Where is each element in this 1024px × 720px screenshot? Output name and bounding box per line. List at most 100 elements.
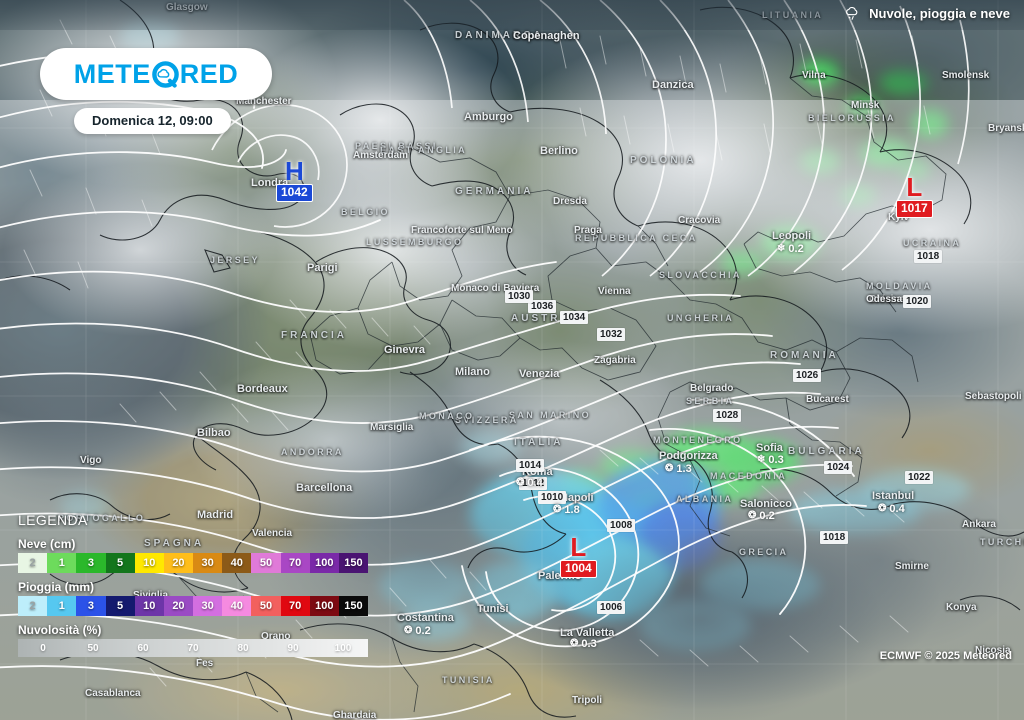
cloud-veil — [0, 100, 1024, 720]
legend-panel: LEGENDA Neve (cm) 2 1 3 5 10 20 30 40 50 70 100 150… — [18, 512, 369, 664]
snow-scale-stop-30: 30 — [193, 553, 223, 573]
cloud-scale-tick-100: 100 — [334, 642, 352, 654]
snow-scale-stop-2: 2 — [18, 553, 48, 573]
legend-row-snow: Neve (cm) 2 1 3 5 10 20 30 40 50 70 100 150 — [18, 537, 369, 573]
snow-scale-stop-5: 5 — [105, 553, 135, 573]
rain-scale-stop-30: 30 — [193, 596, 223, 616]
headline-text: Nuvole, pioggia e neve — [869, 6, 1010, 21]
rain-scale-stop-40: 40 — [222, 596, 252, 616]
precip-amount: 0.2 — [759, 510, 775, 522]
isobar-label: 1014 — [516, 459, 545, 472]
precip-amount: 0.4 — [527, 477, 543, 489]
city-precip-value: ❄ 0.2 — [777, 243, 804, 255]
legend-cloud-scale: 0 50 60 70 80 90 100 — [18, 639, 368, 657]
precip-symbol-icon: ❂ — [404, 625, 413, 636]
city-precip-value: ❂ 0.2 — [404, 625, 431, 637]
legend-row-cloud: Nuvolosità (%) 0 50 60 70 80 90 100 — [18, 623, 368, 657]
precip-symbol-icon: ❂ — [748, 510, 757, 521]
legend-rain-scale: 2 1 3 5 10 20 30 40 50 70 100 150 — [18, 596, 369, 616]
isobar-label: 1020 — [903, 295, 932, 308]
rain-scale-stop-1: 1 — [47, 596, 77, 616]
precip-amount: 1.3 — [676, 463, 692, 475]
pressure-value: 1042 — [276, 184, 313, 202]
snow-scale-stop-70: 70 — [280, 553, 310, 573]
isobar-label: 1022 — [905, 471, 934, 484]
meteored-logo[interactable]: METE RED — [40, 48, 272, 100]
isobar-label: 1018 — [820, 531, 849, 544]
cloud-scale-tick-80: 80 — [237, 642, 249, 654]
legend-title: LEGENDA — [18, 512, 88, 528]
isobar-label: 1010 — [538, 491, 567, 504]
isobar-label: 1028 — [713, 409, 742, 422]
pressure-value: 1017 — [896, 200, 933, 218]
city-precip-value: ❂ 1.8 — [553, 504, 580, 516]
data-source-credit: ECMWF © 2025 Meteored — [879, 650, 1012, 662]
legend-row-rain: Pioggia (mm) 2 1 3 5 10 20 30 40 50 70 100 150 — [18, 580, 369, 616]
logo-wordmark: METE RED — [74, 59, 239, 90]
city-precip-value: ❄ 0.3 — [757, 454, 784, 466]
pressure-value: 1004 — [560, 560, 597, 578]
precip-amount: 0.3 — [768, 454, 784, 466]
logo-text-right: RED — [179, 58, 239, 89]
legend-snow-caption: Neve (cm) — [18, 537, 76, 551]
isobar-label: 1024 — [824, 461, 853, 474]
rain-scale-stop-150: 150 — [338, 596, 369, 616]
snow-scale-stop-10: 10 — [134, 553, 164, 573]
cloud-o-icon — [151, 60, 179, 88]
isobar-label: 1008 — [607, 519, 636, 532]
isobar-label: 1030 — [505, 290, 534, 303]
rain-scale-stop-5: 5 — [105, 596, 135, 616]
legend-rain-caption: Pioggia (mm) — [18, 580, 95, 594]
rain-scale-stop-70: 70 — [280, 596, 310, 616]
pressure-centre-high: H 1042 — [276, 156, 313, 202]
isobar-label: 1006 — [597, 601, 626, 614]
rain-scale-stop-20: 20 — [163, 596, 194, 616]
map-headline: Nuvole, pioggia e neve — [844, 6, 1010, 21]
precip-symbol-icon: ❂ — [516, 477, 525, 488]
cloud-scale-tick-50: 50 — [87, 642, 99, 654]
city-precip-value: ❂ 0.4 — [516, 477, 543, 489]
rain-scale-stop-50: 50 — [251, 596, 281, 616]
pressure-letter: H — [284, 156, 304, 186]
cloud-scale-tick-0: 0 — [40, 642, 46, 654]
snow-scale-stop-100: 100 — [309, 553, 339, 573]
isobar-label: 1018 — [914, 250, 943, 263]
snow-scale-stop-150: 150 — [338, 553, 369, 573]
precip-symbol-icon: ❂ — [665, 463, 674, 474]
precip-amount: 0.2 — [788, 243, 804, 255]
snow-scale-stop-40: 40 — [222, 553, 252, 573]
logo-text-left: METE — [73, 58, 151, 89]
isobar-label: 1032 — [597, 328, 626, 341]
isobar-label: 1026 — [793, 369, 822, 382]
cloud-scale-tick-60: 60 — [137, 642, 149, 654]
pressure-letter: L — [570, 532, 587, 562]
cloud-rain-snow-icon — [844, 6, 861, 21]
city-precip-value: ❂ 1.3 — [665, 463, 692, 475]
cloud-scale-tick-90: 90 — [287, 642, 299, 654]
isobar-label: 1034 — [560, 311, 589, 324]
precip-amount: 0.2 — [415, 625, 431, 637]
precip-amount: 0.3 — [581, 638, 597, 650]
rain-scale-stop-2: 2 — [18, 596, 48, 616]
precip-symbol-icon: ❂ — [570, 638, 579, 649]
city-precip-value: ❂ 0.2 — [748, 510, 775, 522]
top-bar — [0, 0, 1024, 30]
forecast-datetime-pill[interactable]: Domenica 12, 09:00 — [74, 108, 231, 134]
snow-scale-stop-3: 3 — [76, 553, 106, 573]
city-precip-value: ❂ 0.3 — [570, 638, 597, 650]
pressure-centre-low: L 1004 — [560, 532, 597, 578]
legend-cloud-caption: Nuvolosità (%) — [18, 623, 102, 637]
isobar-label: 1012 — [519, 477, 548, 490]
snow-scale-stop-50: 50 — [251, 553, 281, 573]
pressure-letter: L — [906, 172, 923, 202]
precip-symbol-icon: ❂ — [553, 504, 562, 515]
precip-symbol-icon: ❄ — [757, 454, 766, 465]
isobar-label: 1036 — [528, 300, 557, 313]
legend-snow-scale: 2 1 3 5 10 20 30 40 50 70 100 150 — [18, 553, 369, 573]
city-precip-value: ❂ 0.4 — [878, 503, 905, 515]
precip-symbol-icon: ❄ — [777, 243, 786, 254]
snow-scale-stop-20: 20 — [163, 553, 194, 573]
precip-amount: 1.8 — [564, 504, 580, 516]
